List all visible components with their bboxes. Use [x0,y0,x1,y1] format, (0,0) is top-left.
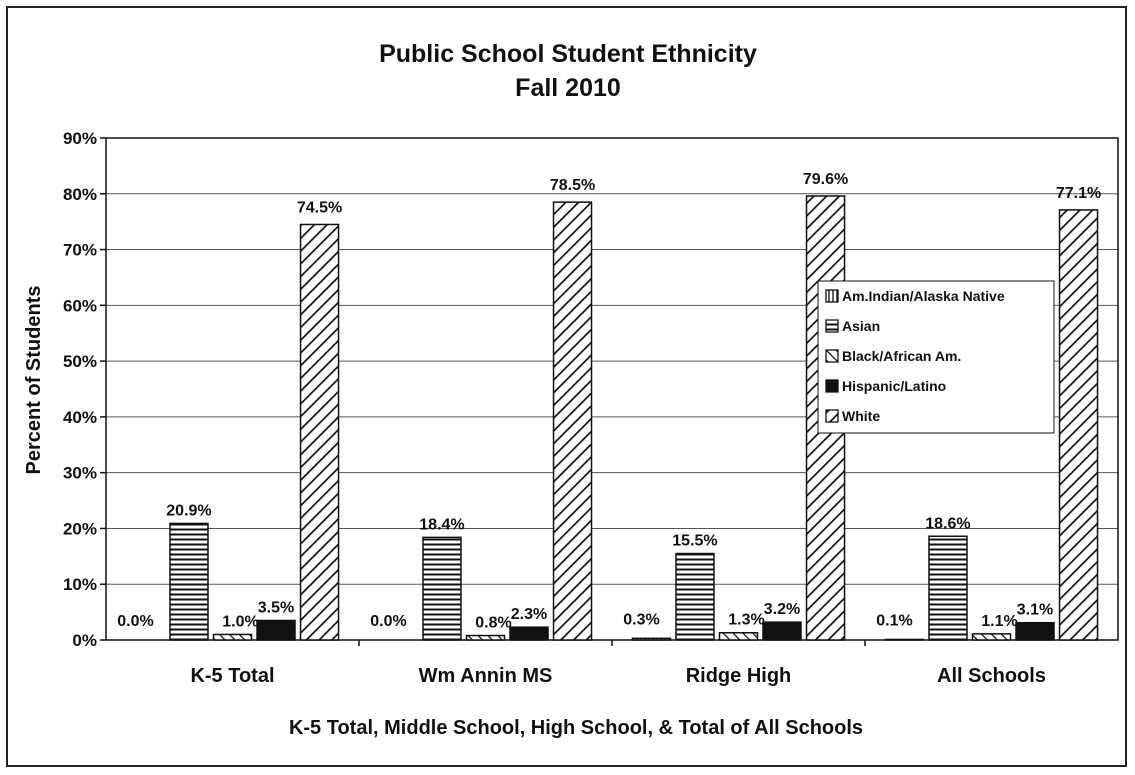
y-tick-label: 0% [72,631,97,650]
data-label: 3.1% [1017,602,1053,619]
y-axis-title: Percent of Students [23,286,45,475]
data-label: 0.0% [370,613,406,630]
bar [465,634,506,641]
x-axis-title: K-5 Total, Middle School, High School, &… [289,717,863,739]
chart-svg: Public School Student Ethnicity Fall 201… [23,40,1119,739]
bar [884,638,925,641]
y-tick-label: 10% [63,575,97,594]
bars-layer [169,195,1099,641]
chart-frame: Public School Student Ethnicity Fall 201… [6,6,1127,767]
legend-label: Hispanic/Latino [842,378,946,394]
x-axis: K-5 Total Wm Annin MS Ridge High All School… [190,640,1046,687]
bar [212,633,253,641]
data-labels-layer: 0.0% 20.9% 1.0%3.5% 74.5% 0.0% 18.4% 0.8% 2.3% 7… [117,171,1101,632]
legend-label: White [842,408,880,424]
data-label: 3.2% [764,601,800,618]
data-label: 2.3% [511,606,547,623]
data-label: 0.8% [475,615,511,632]
data-label: 77.1% [1056,185,1101,202]
data-label: 79.6% [803,171,848,188]
x-tick-label: K-5 Total [190,665,274,687]
x-tick-label: Ridge High [686,665,792,687]
data-label: 18.6% [925,515,970,532]
data-label: 0.3% [623,611,659,628]
bar [675,552,715,641]
y-tick-label: 40% [63,408,97,427]
data-label: 74.5% [297,199,342,216]
y-tick-label: 30% [63,464,97,483]
legend-box [817,280,1055,434]
x-tick-label: All Schools [937,665,1046,687]
legend-swatch [825,409,839,423]
bar [552,201,593,641]
data-label: 1.3% [728,612,764,629]
data-label: 3.5% [258,599,294,616]
bar [928,535,968,641]
bar [169,522,209,641]
bar [509,626,549,641]
data-label: 1.0% [222,613,258,630]
data-label: 1.1% [981,613,1017,630]
bar [1058,209,1099,641]
y-tick-label: 20% [63,519,97,538]
y-tick-label: 80% [63,185,97,204]
y-tick-label: 70% [63,241,97,260]
y-axis: 0% 10% 20% 30% 40% 50% 60% 70% 80% 90% [63,129,106,650]
legend-label: Black/African Am. [842,348,961,364]
legend-label: Am.Indian/Alaska Native [842,288,1005,304]
x-tick-label: Wm Annin MS [419,665,553,687]
legend-swatch [825,319,839,333]
chart-subtitle: Fall 2010 [515,74,621,102]
data-label: 18.4% [419,516,464,533]
bar [299,223,340,641]
chart-title: Public School Student Ethnicity [379,40,757,68]
gridlines [106,193,1118,585]
bar [718,631,759,641]
data-label: 0.1% [876,612,912,629]
y-tick-label: 90% [63,129,97,148]
legend-label: Asian [842,318,880,334]
data-label: 15.5% [672,533,717,550]
y-tick-label: 60% [63,296,97,315]
legend-swatch [825,289,839,303]
bar [422,536,462,641]
data-label: 0.0% [117,613,153,630]
bar [762,621,802,641]
bar [256,619,296,641]
legend-swatch [825,349,839,363]
data-label: 20.9% [166,502,211,519]
legend-swatch [825,379,839,393]
y-tick-label: 50% [63,352,97,371]
legend: Am.Indian/Alaska Native Asian Black/Africa… [817,280,1055,434]
data-label: 78.5% [550,177,595,194]
bar [1015,621,1055,641]
bar [631,637,672,641]
bar [971,633,1012,641]
